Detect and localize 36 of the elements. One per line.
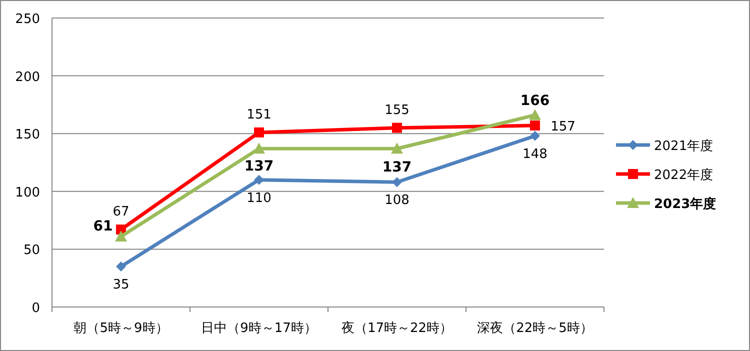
y-tick-label: 100 [15,185,40,200]
y-tick-label: 200 [15,70,40,85]
data-label: 35 [112,278,130,293]
data-label: 137 [244,158,274,175]
x-tick-label: 朝（5時～9時） [74,321,168,336]
point [391,142,403,154]
legend-label: 2022年度 [654,167,714,183]
point [392,122,402,133]
point [392,177,402,188]
point [116,262,126,272]
point [115,230,127,242]
data-label: 67 [112,204,130,220]
data-label: 151 [246,107,272,122]
x-tick-label: 日中（9時～17時） [201,321,317,336]
y-tick-label: 0 [32,301,40,316]
point [254,127,264,138]
x-tick-label: 夜（17時～22時） [341,320,453,336]
legend-label: 2021年度 [654,138,714,154]
legend-label: 2023年度 [654,196,716,212]
point [254,174,264,185]
data-label: 61 [93,218,113,234]
x-tick-label: 深夜（22時～5時） [477,320,593,336]
point [530,120,540,131]
data-label: 157 [550,120,576,135]
data-label: 148 [522,146,548,162]
y-tick-label: 250 [15,12,40,27]
data-label: 110 [246,190,272,206]
data-label: 166 [520,93,550,110]
point [253,142,265,154]
point [529,109,541,120]
data-label: 137 [382,160,412,176]
y-tick-label: 150 [15,128,40,143]
y-tick-label: 50 [23,243,40,258]
data-label: 155 [384,102,410,118]
data-label: 108 [384,193,410,208]
point [530,130,540,141]
